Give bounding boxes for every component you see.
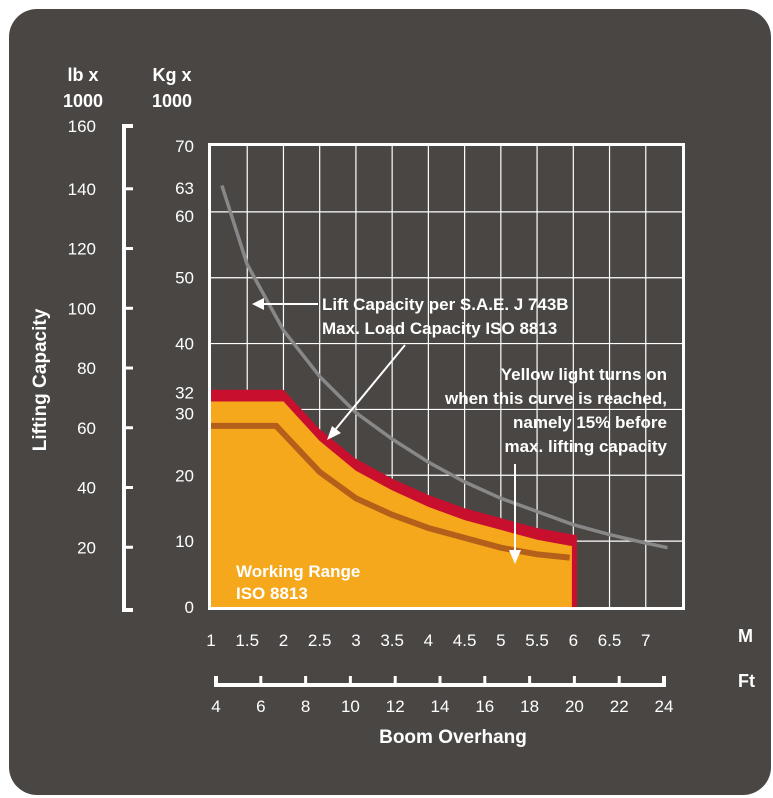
x-unit-m: M (738, 626, 753, 646)
kg-tick-70: 70 (175, 137, 194, 156)
m-tick-2.5: 2.5 (308, 631, 332, 650)
m-tick-1.5: 1.5 (235, 631, 259, 650)
annotation-arrows (252, 298, 521, 564)
ft-tick-22: 22 (610, 697, 629, 716)
kg-tick-40: 40 (175, 335, 194, 354)
annotation-yellow-line3: namely 15% before (513, 413, 667, 432)
ft-tick-16: 16 (475, 697, 494, 716)
m-tick-4.5: 4.5 (453, 631, 477, 650)
kg-tick-10: 10 (175, 532, 194, 551)
m-tick-5.5: 5.5 (525, 631, 549, 650)
lb-tick-40: 40 (77, 479, 96, 498)
annotation-yellow-line1: Yellow light turns on (501, 365, 667, 384)
m-tick-6: 6 (569, 631, 578, 650)
x-axis-title: Boom Overhang (379, 727, 527, 748)
ft-tick-8: 8 (301, 697, 310, 716)
lb-tick-140: 140 (68, 180, 96, 199)
annotation-max-load: Max. Load Capacity ISO 8813 (322, 319, 557, 338)
kg-tick-0: 0 (185, 598, 194, 617)
x-axis-ft-ticks: 4 6 8 10 12 14 16 18 20 22 24 (211, 676, 673, 716)
annotation-yellow-line4: max. lifting capacity (505, 437, 668, 456)
yellow-light-curve (211, 422, 571, 561)
m-tick-6.5: 6.5 (598, 631, 622, 650)
ft-tick-20: 20 (565, 697, 584, 716)
kg-tick-20: 20 (175, 466, 194, 485)
ft-tick-12: 12 (386, 697, 405, 716)
kg-tick-50: 50 (175, 269, 194, 288)
lb-tick-120: 120 (68, 240, 96, 259)
annotation-yellow-line2: when this curve is reached, (444, 389, 667, 408)
kg-tick-32: 32 (175, 383, 194, 402)
working-range-label-line1: Working Range (236, 562, 360, 581)
ft-tick-6: 6 (256, 697, 265, 716)
arrowhead-max-load (327, 426, 341, 440)
ft-tick-14: 14 (431, 697, 450, 716)
arrowhead-lift-curve (252, 298, 264, 310)
m-tick-3.5: 3.5 (380, 631, 404, 650)
lb-tick-160: 160 (68, 117, 96, 136)
ft-tick-24: 24 (655, 697, 674, 716)
m-tick-7: 7 (641, 631, 650, 650)
y-axis-title: Lifting Capacity (30, 308, 51, 451)
arrowhead-yellow-curve (509, 550, 521, 564)
x-axis-m-ticks: 1 1.5 2 2.5 3 3.5 4 4.5 5 5.5 6 6.5 7 (206, 631, 650, 650)
lift-capacity-curve (220, 184, 668, 550)
working-range-label-line2: ISO 8813 (236, 584, 308, 603)
lb-tick-20: 20 (77, 538, 96, 557)
kg-unit-line1: Kg x (152, 65, 191, 85)
arrow-to-max-load (334, 344, 406, 431)
lb-unit-line1: lb x (67, 65, 98, 85)
lb-tick-100: 100 (68, 299, 96, 318)
m-tick-5: 5 (496, 631, 505, 650)
ft-tick-4: 4 (211, 697, 220, 716)
kg-tick-63: 63 (175, 179, 194, 198)
x-unit-ft: Ft (738, 671, 755, 691)
lb-axis-ticks: 20 40 60 80 100 120 140 160 (68, 117, 133, 557)
lb-tick-80: 80 (77, 359, 96, 378)
plot-area (211, 146, 682, 607)
lb-tick-60: 60 (77, 419, 96, 438)
m-tick-1: 1 (206, 631, 215, 650)
kg-tick-60: 60 (175, 207, 194, 226)
m-tick-3: 3 (351, 631, 360, 650)
kg-tick-30: 30 (175, 404, 194, 423)
grid-lines (211, 146, 682, 607)
m-tick-4: 4 (424, 631, 433, 650)
ft-tick-10: 10 (341, 697, 360, 716)
kg-unit-line2: 1000 (152, 91, 192, 111)
kg-axis-ticks: 0 10 20 30 32 40 50 60 63 70 (175, 137, 194, 617)
annotation-lift-capacity: Lift Capacity per S.A.E. J 743B (322, 295, 569, 314)
lb-unit-line2: 1000 (63, 91, 103, 111)
m-tick-2: 2 (279, 631, 288, 650)
ft-tick-18: 18 (520, 697, 539, 716)
